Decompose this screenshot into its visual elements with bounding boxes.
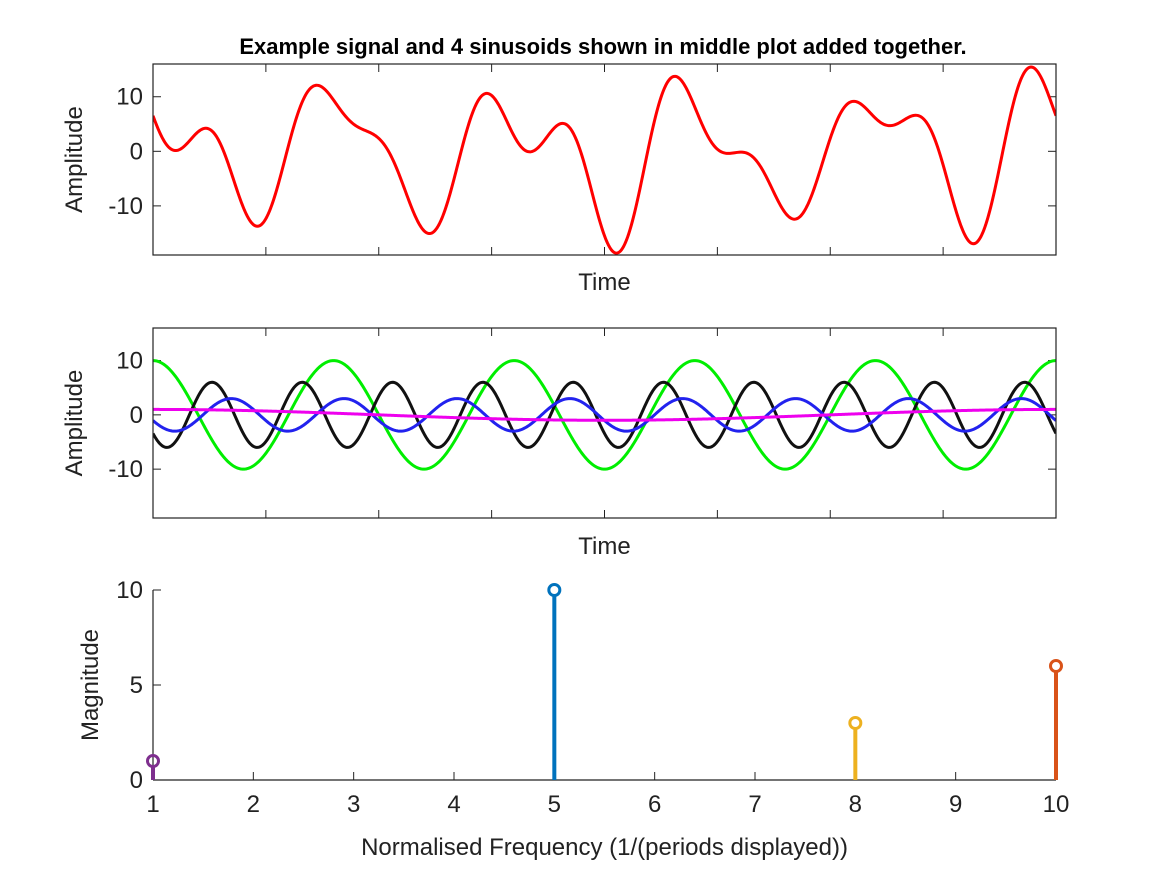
stem-marker: [1049, 659, 1063, 673]
sinusoids-plot-ylabel: Amplitude: [61, 370, 88, 477]
series-line-sinusoid-2: [153, 380, 1056, 449]
ytick-label: 0: [130, 402, 143, 429]
xtick-label: 4: [447, 791, 460, 818]
signal-plot-ylabel: Amplitude: [61, 106, 88, 213]
spectrum-plot-ylabel: Magnitude: [77, 629, 104, 741]
sinusoids-plot: Amplitude Time -10 0 10: [61, 327, 1057, 560]
xtick-label: 10: [1043, 791, 1070, 818]
xtick-label: 6: [648, 791, 661, 818]
series-line-signal: [153, 65, 1056, 255]
xtick-label: 8: [849, 791, 862, 818]
ytick-label: -10: [108, 456, 143, 483]
ytick-label: 10: [116, 577, 143, 604]
figure-title: Example signal and 4 sinusoids shown in …: [239, 34, 966, 59]
stem-marker: [547, 583, 562, 597]
stem-marker: [848, 716, 863, 730]
ytick-label: 0: [130, 767, 143, 794]
ytick-label: 0: [130, 138, 143, 165]
xtick-label: 5: [548, 791, 561, 818]
xtick-label: 3: [347, 791, 360, 818]
signal-plot-xlabel: Time: [578, 269, 630, 296]
ytick-label: 10: [116, 348, 143, 375]
xtick-label: 1: [146, 791, 159, 818]
xtick-label: 7: [748, 791, 761, 818]
xtick-label: 9: [949, 791, 962, 818]
ytick-label: 5: [130, 672, 143, 699]
signal-plot: Amplitude Time -10 0 10: [61, 63, 1057, 296]
spectrum-plot: Magnitude Normalised Frequency (1/(perio…: [77, 577, 1069, 861]
ytick-label: -10: [108, 193, 143, 220]
axes-frame: [152, 63, 1057, 256]
stem-marker: [146, 754, 160, 768]
series-line-sinusoid-1: [153, 359, 1056, 471]
xtick-label: 2: [247, 791, 260, 818]
sinusoids-plot-xlabel: Time: [578, 533, 630, 560]
spectrum-plot-xlabel: Normalised Frequency (1/(periods display…: [361, 834, 848, 861]
ytick-label: 10: [116, 84, 143, 111]
axes-frame: [152, 327, 1057, 519]
series-line-sinusoid-4: [153, 407, 1056, 422]
